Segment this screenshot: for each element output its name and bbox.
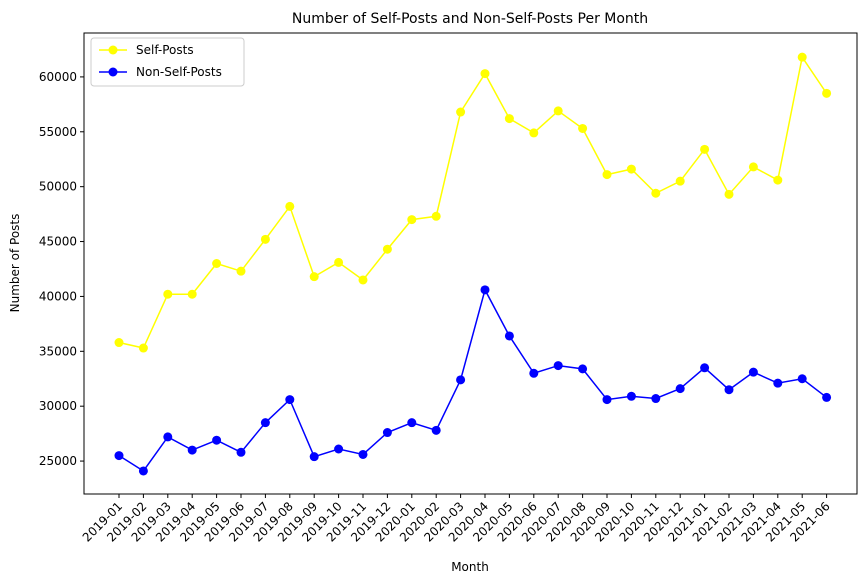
data-point xyxy=(773,175,783,185)
y-tick-label: 35000 xyxy=(39,344,77,358)
data-point xyxy=(773,378,783,388)
data-point xyxy=(285,395,295,405)
data-point xyxy=(748,162,758,172)
data-point xyxy=(236,266,246,276)
y-tick-label: 45000 xyxy=(39,235,77,249)
series-1 xyxy=(114,52,832,353)
data-point xyxy=(822,88,832,98)
data-point xyxy=(285,201,295,211)
data-point xyxy=(529,368,539,378)
data-point xyxy=(382,244,392,254)
data-point xyxy=(675,176,685,186)
data-point xyxy=(724,385,734,395)
data-point xyxy=(358,449,368,459)
chart-title: Number of Self-Posts and Non-Self-Posts … xyxy=(292,11,648,27)
series-line xyxy=(118,287,828,472)
legend-box xyxy=(90,37,245,87)
series-2 xyxy=(114,285,832,476)
data-point xyxy=(260,234,270,244)
data-point xyxy=(236,447,246,457)
y-tick-label: 60000 xyxy=(39,70,77,84)
legend-item: Non-Self-Posts xyxy=(99,65,222,79)
data-point xyxy=(529,128,539,138)
data-point xyxy=(431,211,441,221)
y-tick-label: 30000 xyxy=(39,399,77,413)
data-point xyxy=(212,259,222,268)
data-point xyxy=(480,69,490,79)
x-axis-title: Month xyxy=(451,560,489,574)
data-point xyxy=(504,114,514,124)
plot-area xyxy=(114,52,832,476)
data-point xyxy=(334,444,344,454)
data-point xyxy=(700,144,710,154)
data-point xyxy=(187,289,197,299)
data-point xyxy=(187,445,197,455)
data-point xyxy=(700,363,710,373)
data-point xyxy=(651,394,661,404)
data-point xyxy=(602,170,612,180)
data-point xyxy=(334,257,344,267)
data-point xyxy=(553,106,563,116)
legend-label: Non-Self-Posts xyxy=(136,65,222,79)
data-point xyxy=(456,107,466,117)
legend-marker xyxy=(108,45,118,55)
data-point xyxy=(724,189,734,199)
data-point xyxy=(822,392,832,402)
data-point xyxy=(138,466,148,476)
data-point xyxy=(602,395,612,405)
plot-frame xyxy=(83,32,858,495)
data-point xyxy=(431,425,441,435)
y-tick-label: 50000 xyxy=(39,180,77,194)
data-point xyxy=(626,164,636,174)
data-point xyxy=(407,418,417,428)
legend-item: Self-Posts xyxy=(99,43,194,57)
data-point xyxy=(626,391,636,401)
data-point xyxy=(797,52,807,62)
data-point xyxy=(114,338,124,348)
data-point xyxy=(114,451,124,461)
data-point xyxy=(138,343,148,353)
data-point xyxy=(309,272,319,282)
y-tick-label: 40000 xyxy=(39,289,77,303)
y-axis-title: Number of Posts xyxy=(8,214,22,313)
data-point xyxy=(578,123,588,133)
data-point xyxy=(578,364,588,374)
data-point xyxy=(407,215,417,225)
data-point xyxy=(163,289,173,299)
data-point xyxy=(382,428,392,438)
data-point xyxy=(480,285,490,295)
data-point xyxy=(553,361,563,371)
data-point xyxy=(309,452,319,462)
data-point xyxy=(358,275,368,285)
data-point xyxy=(651,188,661,198)
y-tick-label: 55000 xyxy=(39,125,77,139)
data-point xyxy=(748,367,758,377)
data-point xyxy=(212,435,222,445)
legend: Self-Posts Non-Self-Posts xyxy=(90,37,245,87)
data-point xyxy=(163,432,173,442)
data-point xyxy=(456,375,466,385)
y-axis: 25000 30000 35000 40000 45000 50000 55000 60000 xyxy=(39,70,84,468)
legend-label: Self-Posts xyxy=(136,43,194,57)
legend-marker xyxy=(108,67,118,77)
data-point xyxy=(504,331,514,341)
y-tick-label: 25000 xyxy=(39,454,77,468)
data-point xyxy=(675,384,685,394)
data-point xyxy=(797,374,807,384)
data-point xyxy=(260,418,270,428)
